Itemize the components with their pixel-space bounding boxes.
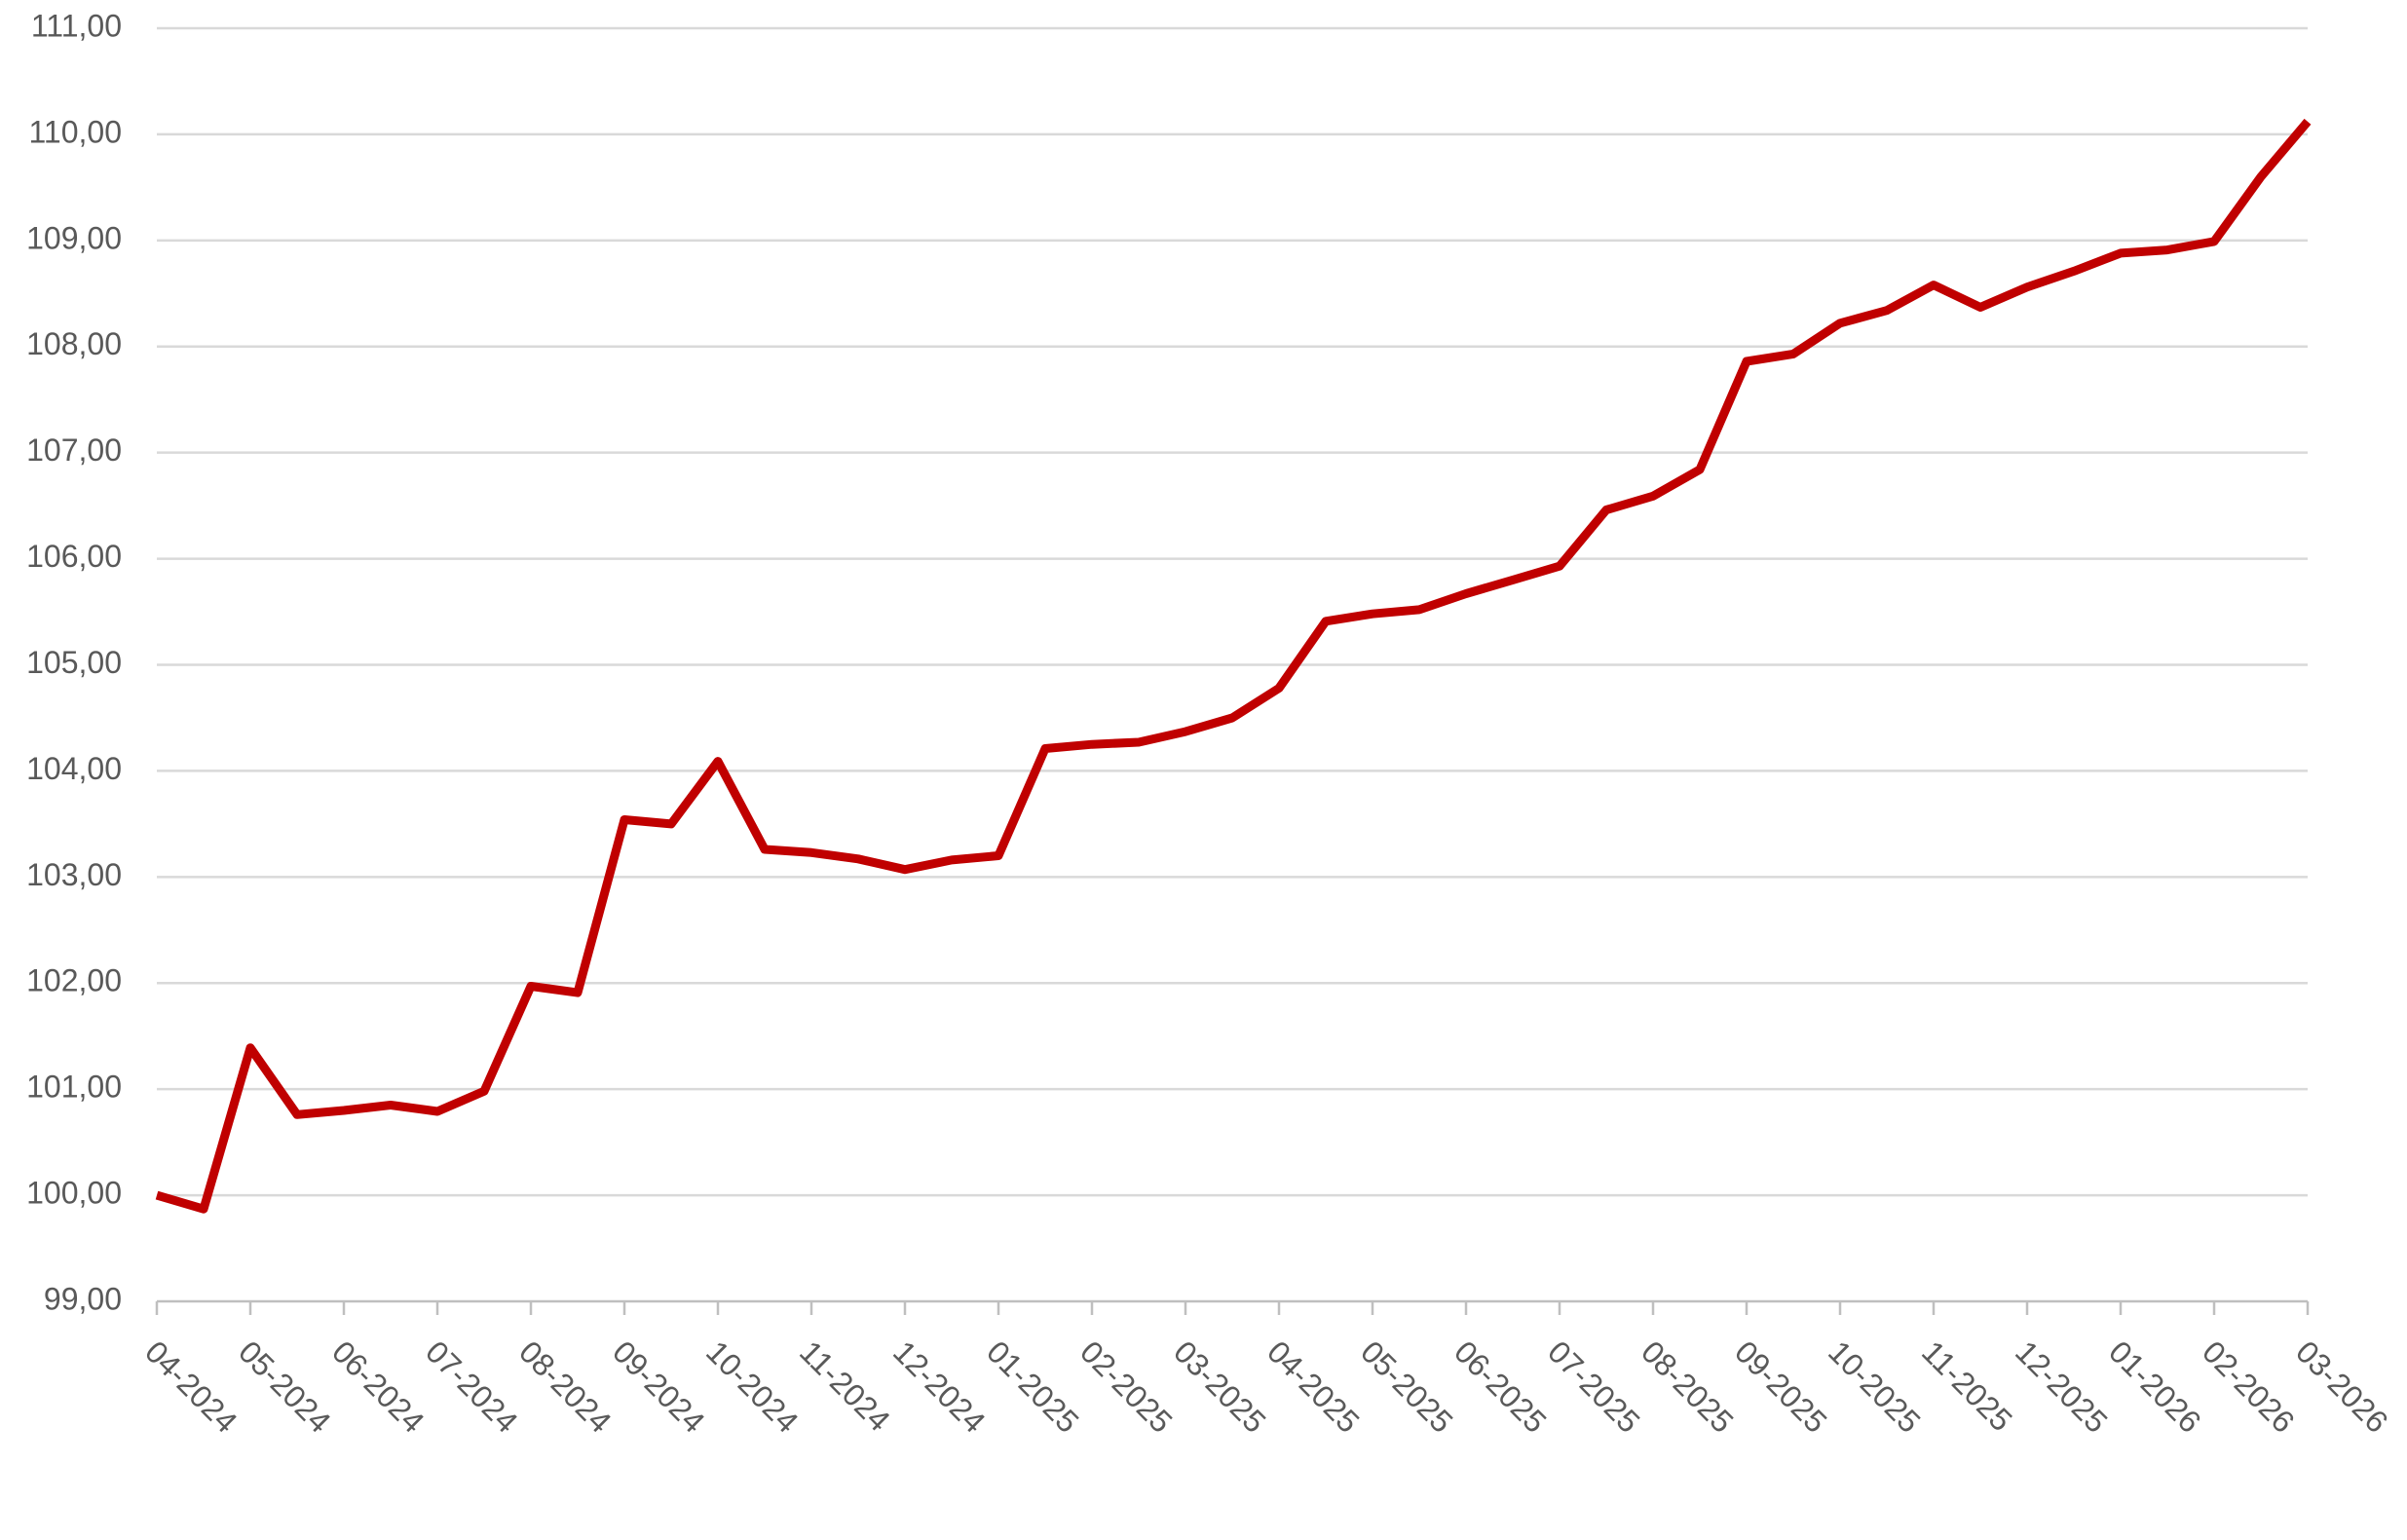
x-tick-label: 03-2026 [2289, 1333, 2394, 1439]
x-tick-label: 07-2024 [419, 1333, 524, 1439]
y-tick-label: 104,00 [26, 751, 122, 786]
y-tick-label: 106,00 [26, 539, 122, 574]
x-tick-label: 12-2024 [886, 1333, 992, 1439]
x-tick-label: 02-2026 [2196, 1333, 2301, 1439]
x-tick-label: 07-2025 [1541, 1333, 1646, 1439]
y-tick-label: 108,00 [26, 326, 122, 361]
y-tick-label: 103,00 [26, 857, 122, 892]
x-tick-label: 01-2026 [2102, 1333, 2207, 1439]
x-tick-label: 06-2024 [325, 1333, 431, 1439]
x-tick-label: 03-2025 [1167, 1333, 1272, 1439]
x-tick-label: 05-2025 [1354, 1333, 1459, 1439]
x-tick-label: 06-2025 [1448, 1333, 1553, 1439]
x-tick-label: 04-2024 [138, 1333, 244, 1439]
y-tick-label: 111,00 [31, 8, 122, 43]
y-tick-label: 105,00 [26, 645, 122, 680]
y-tick-label: 99,00 [44, 1281, 122, 1316]
x-tick-label: 02-2025 [1073, 1333, 1179, 1439]
x-tick-label: 04-2025 [1260, 1333, 1366, 1439]
data-line [155, 118, 2312, 1214]
x-tick-label: 09-2024 [606, 1333, 711, 1439]
y-tick-label: 110,00 [29, 114, 123, 149]
x-tick-label: 08-2024 [512, 1333, 618, 1439]
y-tick-label: 107,00 [26, 432, 122, 468]
x-tick-label: 10-2025 [1822, 1333, 1927, 1439]
x-tick-label: 11-2024 [793, 1333, 897, 1438]
y-tick-label: 100,00 [26, 1176, 122, 1211]
x-tick-label: 11-2025 [1915, 1333, 2019, 1438]
x-tick-label: 10-2024 [699, 1333, 805, 1439]
x-tick-label: 08-2025 [1635, 1333, 1740, 1439]
x-tick-label: 12-2025 [2009, 1333, 2114, 1439]
x-tick-label: 01-2025 [980, 1333, 1085, 1439]
y-tick-label: 101,00 [26, 1070, 122, 1105]
x-tick-label: 05-2024 [232, 1333, 337, 1439]
y-tick-label: 102,00 [26, 963, 122, 998]
x-tick-label: 09-2025 [1728, 1333, 1833, 1439]
y-tick-label: 109,00 [26, 220, 122, 255]
